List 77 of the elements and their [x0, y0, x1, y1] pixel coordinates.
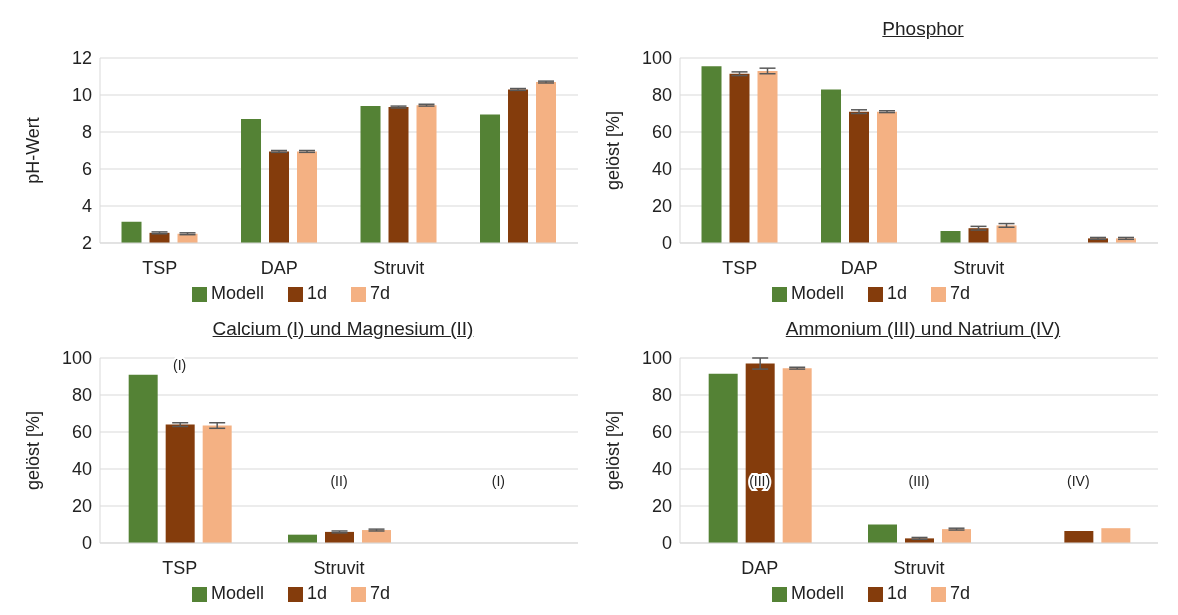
y-tick-label: 80	[651, 385, 672, 406]
bar	[877, 111, 898, 243]
y-tick-label: 100	[61, 348, 92, 369]
x-tick-label: Struvit	[313, 557, 365, 578]
y-axis-title: gelöst [%]	[23, 410, 44, 491]
y-tick-label: 0	[661, 233, 672, 254]
x-tick-label: DAP	[741, 557, 779, 578]
bar	[701, 66, 722, 243]
bar	[708, 373, 738, 543]
y-tick-label: 0	[81, 533, 92, 554]
x-tick-label: Struvit	[893, 557, 945, 578]
y-axis-title: gelöst [%]	[603, 110, 624, 191]
legend-label: 7d	[950, 283, 971, 303]
bar	[202, 425, 232, 543]
x-tick-label: TSP	[162, 557, 198, 578]
x-tick-label: DAP	[260, 257, 298, 278]
y-tick-label: 8	[81, 122, 92, 143]
y-tick-label: 0	[661, 533, 672, 554]
chart-title: Calcium (I) und Magnesium (II)	[212, 318, 474, 339]
y-tick-label: 4	[81, 196, 92, 217]
legend-label: Modell	[210, 583, 264, 603]
y-tick-label: 100	[641, 48, 672, 69]
bar	[940, 230, 961, 243]
annotation: (IV)	[1067, 473, 1090, 490]
y-tick-label: 12	[71, 48, 92, 69]
y-tick-label: 40	[71, 459, 92, 480]
bar	[996, 225, 1017, 243]
y-tick-label: 40	[651, 459, 672, 480]
y-tick-label: 60	[651, 122, 672, 143]
bar	[942, 529, 972, 543]
y-axis-title: pH-Wert	[23, 117, 44, 184]
y-tick-label: 40	[651, 159, 672, 180]
annotation: (II)	[330, 473, 348, 490]
legend-label: Modell	[790, 283, 844, 303]
legend-label: 1d	[886, 283, 908, 303]
bar	[1064, 530, 1094, 543]
bar	[849, 111, 870, 243]
bar	[868, 524, 898, 543]
legend-label: Modell	[210, 283, 264, 303]
y-tick-label: 80	[71, 385, 92, 406]
y-tick-label: 20	[71, 496, 92, 517]
legend-label: Modell	[790, 583, 844, 603]
x-tick-label: DAP	[840, 257, 878, 278]
bar	[782, 368, 812, 543]
chart-title: Ammonium (III) und Natrium (IV)	[785, 318, 1061, 339]
legend-label: 7d	[370, 583, 391, 603]
annotation: (I)	[491, 473, 505, 490]
bar	[165, 424, 195, 543]
bar	[757, 70, 778, 243]
legend-label: 1d	[306, 583, 328, 603]
legend-label: 7d	[950, 583, 971, 603]
bar	[821, 89, 842, 243]
y-tick-label: 2	[81, 233, 92, 254]
bar	[745, 363, 775, 543]
annotation: (I)	[173, 357, 187, 374]
bar	[128, 374, 158, 543]
x-tick-label: Struvit	[373, 257, 425, 278]
y-tick-label: 60	[71, 422, 92, 443]
y-tick-label: 20	[651, 496, 672, 517]
bar	[1101, 528, 1131, 543]
y-tick-label: 60	[651, 422, 672, 443]
y-tick-label: 20	[651, 196, 672, 217]
y-tick-label: 80	[651, 85, 672, 106]
annotation: (III)	[908, 473, 930, 490]
y-tick-label: 6	[81, 159, 92, 180]
x-tick-label: Struvit	[953, 257, 1005, 278]
annotation: (III)	[749, 473, 771, 490]
legend-label: 1d	[306, 283, 328, 303]
legend-label: 1d	[886, 583, 908, 603]
chart-title: Phosphor	[882, 18, 964, 39]
y-tick-label: 100	[641, 348, 672, 369]
legend-label: 7d	[370, 283, 391, 303]
bar	[729, 73, 750, 243]
y-axis-title: gelöst [%]	[603, 410, 624, 491]
y-tick-label: 10	[71, 85, 92, 106]
x-tick-label: TSP	[142, 257, 178, 278]
x-tick-label: TSP	[722, 257, 758, 278]
